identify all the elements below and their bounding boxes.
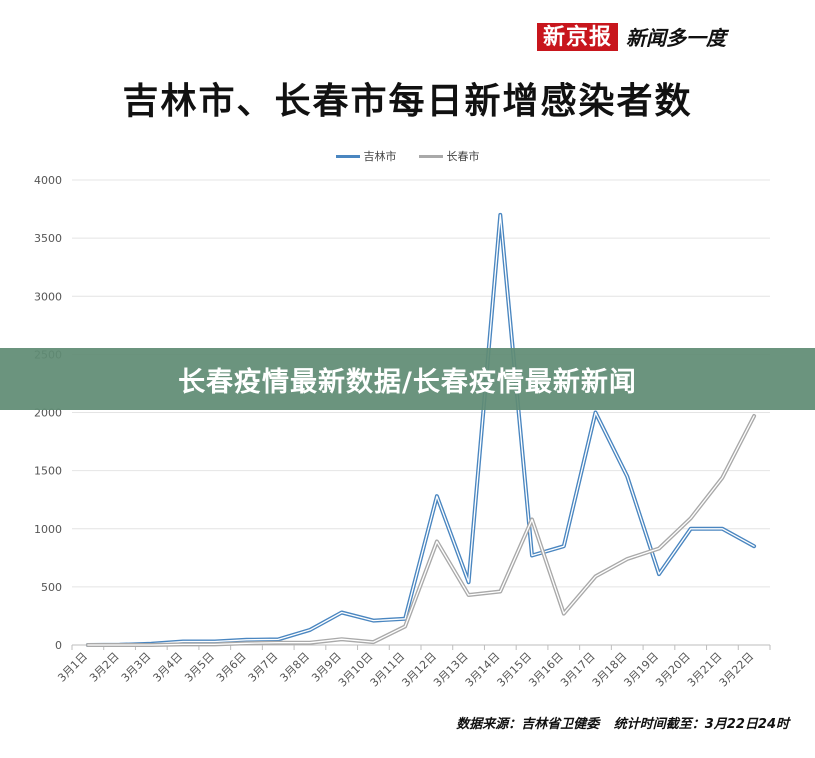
x-tick-label: 3月3日 <box>119 650 154 685</box>
data-source: 数据来源：吉林省卫健委 <box>456 717 600 732</box>
brand-logo: 新京报 <box>537 22 619 51</box>
brand-slogan: 新闻多一度 <box>626 26 727 50</box>
y-tick-label: 1000 <box>34 523 62 536</box>
legend-label-changchun: 长春市 <box>446 150 480 163</box>
x-tick-label: 3月2日 <box>87 650 122 685</box>
series-line-inner-changchun <box>87 415 755 646</box>
y-tick-label: 0 <box>55 639 62 652</box>
legend-label-jilin: 吉林市 <box>363 150 397 163</box>
legend-swatch-changchun <box>418 154 443 158</box>
banner-text: 长春疫情最新数据/长春疫情最新新闻 <box>178 366 637 398</box>
y-tick-label: 3000 <box>34 290 62 303</box>
brand-header: 新京报 新闻多一度 <box>537 22 726 51</box>
x-tick-label: 3月22日 <box>717 650 757 690</box>
y-tick-label: 4000 <box>34 174 62 187</box>
legend-item-changchun: 长春市 <box>418 148 480 164</box>
x-tick-label: 3月7日 <box>246 650 281 685</box>
headline-banner: 长春疫情最新数据/长春疫情最新新闻 <box>0 348 815 410</box>
x-tick-label: 3月8日 <box>277 650 312 685</box>
legend-swatch-jilin <box>335 154 360 158</box>
y-tick-label: 3500 <box>34 232 62 245</box>
y-tick-label: 1500 <box>34 465 62 478</box>
x-tick-label: 3月1日 <box>55 650 90 685</box>
page-title: 吉林市、长春市每日新增感染者数 <box>122 81 693 122</box>
x-tick-label: 3月5日 <box>182 650 217 685</box>
x-tick-label: 3月4日 <box>151 650 186 685</box>
chart-legend: 吉林市 长春市 <box>0 148 815 164</box>
series-line-inner-jilin <box>87 214 755 646</box>
legend-item-jilin: 吉林市 <box>335 148 397 164</box>
x-tick-label: 3月6日 <box>214 650 249 685</box>
y-tick-label: 500 <box>41 581 62 594</box>
footer-note: 数据来源：吉林省卫健委 统计时间截至：3月22日24时 <box>446 713 789 732</box>
data-cutoff: 统计时间截至：3月22日24时 <box>613 717 789 732</box>
series-line-changchun <box>85 414 757 647</box>
